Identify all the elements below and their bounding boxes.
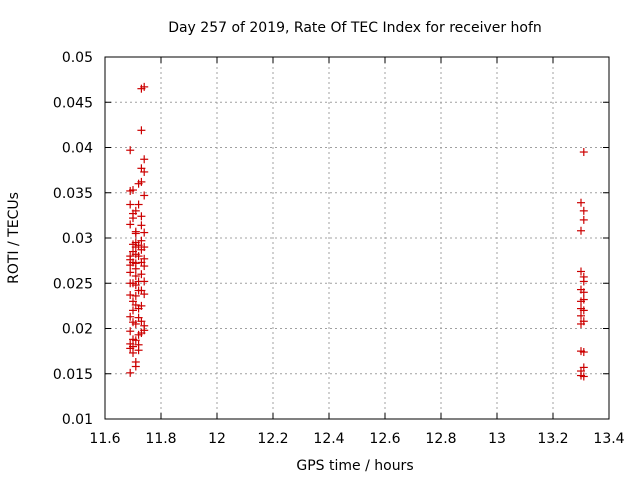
x-tick-label: 11.8 [145, 431, 176, 447]
data-point [131, 336, 140, 345]
data-point [126, 291, 135, 300]
data-points [126, 82, 588, 381]
data-point [579, 148, 588, 157]
data-point [126, 200, 135, 209]
data-point [579, 306, 588, 315]
data-point [129, 348, 137, 357]
x-tick-label: 12 [208, 431, 226, 447]
data-point [129, 214, 137, 223]
x-axis-label: GPS time / hours [296, 458, 413, 474]
tick-layer [104, 56, 610, 420]
data-point [137, 221, 146, 230]
data-point [131, 229, 140, 238]
data-point [134, 200, 143, 209]
data-point [137, 317, 146, 326]
data-point [577, 311, 585, 320]
data-point [140, 290, 149, 299]
data-point [140, 191, 149, 200]
data-point [579, 372, 588, 381]
data-point [131, 206, 140, 215]
x-tick-labels: 11.6 11.8 12 12.2 12.4 12.6 12.8 13 13.2 13.4 [89, 431, 624, 447]
data-point [577, 267, 585, 276]
data-point [131, 264, 140, 273]
data-point [579, 206, 588, 215]
data-point [140, 243, 149, 252]
data-point [579, 295, 588, 304]
data-point [579, 215, 588, 224]
y-tick-label: 0.02 [62, 322, 93, 338]
data-point [140, 262, 149, 271]
data-point [137, 177, 146, 186]
y-tick-label: 0.03 [62, 231, 93, 247]
chart-title: Day 257 of 2019, Rate Of TEC Index for r… [168, 20, 542, 36]
y-tick-label: 0.025 [53, 276, 93, 292]
data-point [129, 186, 137, 195]
y-axis-label: ROTI / TECUs [6, 192, 22, 284]
grid-layer [105, 57, 609, 419]
y-tick-label: 0.04 [62, 141, 93, 157]
data-point [137, 301, 146, 310]
data-point [137, 236, 146, 245]
data-point [140, 254, 149, 263]
data-point [126, 327, 135, 336]
data-point [137, 212, 146, 221]
data-point [140, 277, 149, 286]
data-point [131, 272, 140, 281]
y-tick-label: 0.045 [53, 95, 93, 111]
data-point [577, 198, 585, 207]
data-point [579, 348, 588, 357]
data-point [131, 362, 140, 371]
data-point [140, 228, 149, 237]
data-point [579, 277, 588, 286]
x-tick-label: 11.6 [89, 431, 120, 447]
data-point [140, 82, 149, 91]
x-tick-label: 12.6 [369, 431, 400, 447]
x-tick-label: 12.2 [257, 431, 288, 447]
data-point [134, 252, 143, 261]
y-tick-label: 0.05 [62, 50, 93, 66]
data-point [131, 319, 140, 328]
data-point [140, 155, 149, 164]
data-point [577, 226, 585, 235]
data-point [140, 326, 149, 335]
data-point [140, 167, 149, 176]
x-tick-label: 13.2 [537, 431, 568, 447]
data-point [579, 363, 588, 372]
data-point [126, 312, 135, 321]
x-tick-label: 12.4 [313, 431, 344, 447]
data-point [131, 291, 140, 300]
data-point [579, 288, 588, 297]
y-tick-labels: 0.01 0.015 0.02 0.025 0.03 0.035 0.04 0.045 0.05 [53, 50, 93, 428]
y-tick-label: 0.01 [62, 412, 93, 428]
data-point [134, 346, 143, 355]
data-point [579, 317, 588, 326]
data-point [137, 126, 146, 135]
y-tick-label: 0.015 [53, 367, 93, 383]
data-point [134, 241, 143, 250]
x-tick-label: 13.4 [593, 431, 624, 447]
data-point [137, 270, 146, 279]
y-tick-label: 0.035 [53, 186, 93, 202]
x-tick-label: 12.8 [425, 431, 456, 447]
data-point [126, 220, 135, 229]
x-tick-label: 13 [488, 431, 506, 447]
data-point [126, 368, 135, 377]
data-point [126, 146, 135, 155]
data-point [129, 306, 137, 315]
data-point [126, 268, 135, 277]
